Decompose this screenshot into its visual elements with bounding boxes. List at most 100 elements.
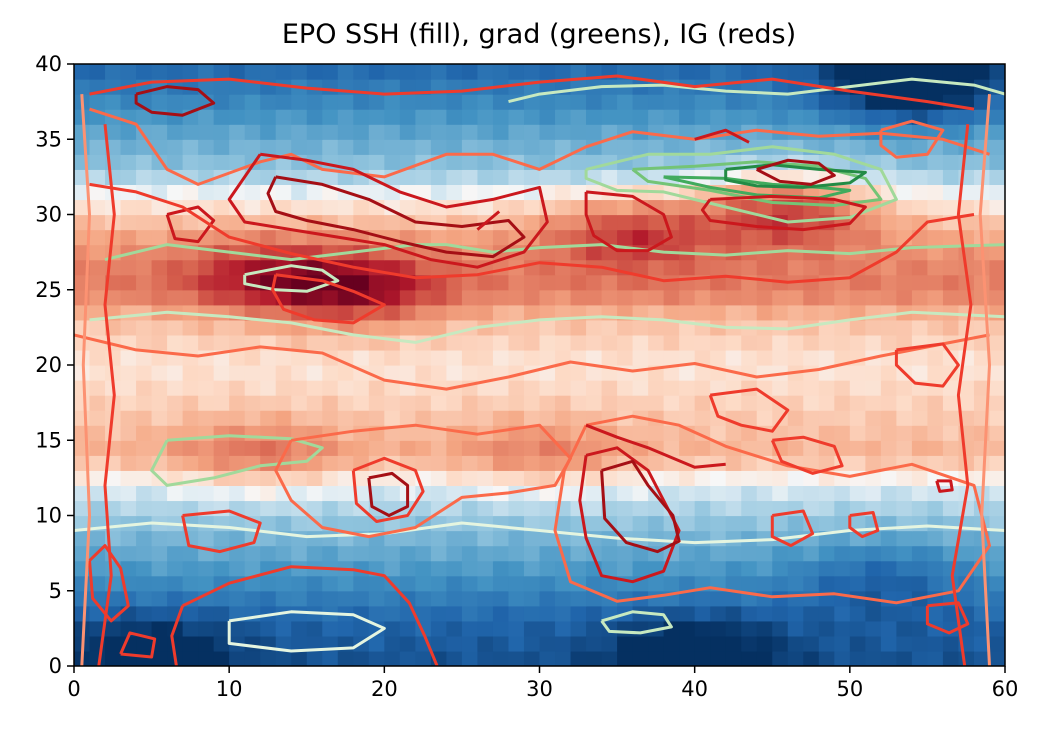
heatmap-cell bbox=[492, 94, 510, 110]
heatmap-cell bbox=[260, 590, 277, 607]
heatmap-cell bbox=[508, 199, 525, 216]
heatmap-cell bbox=[322, 380, 339, 396]
heatmap-cell bbox=[772, 635, 789, 652]
heatmap-cell bbox=[446, 289, 463, 306]
heatmap-cell bbox=[772, 289, 789, 306]
heatmap-cell bbox=[415, 169, 432, 185]
heatmap-cell bbox=[741, 485, 758, 502]
heatmap-cell bbox=[167, 590, 184, 607]
heatmap-cell bbox=[384, 620, 401, 637]
heatmap-cell bbox=[725, 94, 742, 110]
heatmap-cell bbox=[477, 349, 494, 366]
heatmap-cell bbox=[570, 259, 587, 276]
heatmap-cell bbox=[927, 319, 944, 336]
heatmap-cell bbox=[508, 440, 525, 456]
heatmap-cell bbox=[399, 620, 416, 637]
heatmap-cell bbox=[291, 470, 308, 486]
heatmap-cell bbox=[555, 319, 572, 336]
heatmap-cell bbox=[399, 319, 416, 336]
heatmap-cell bbox=[430, 184, 447, 201]
heatmap-cell bbox=[477, 455, 494, 471]
heatmap-cell bbox=[648, 650, 665, 666]
heatmap-cell bbox=[818, 349, 835, 366]
heatmap-cell bbox=[570, 184, 587, 201]
heatmap-cell bbox=[337, 410, 354, 426]
heatmap-cell bbox=[446, 410, 463, 426]
heatmap-cell bbox=[803, 199, 820, 216]
heatmap-cell bbox=[570, 334, 587, 351]
heatmap-cell bbox=[384, 605, 401, 622]
heatmap-cell bbox=[306, 530, 323, 547]
heatmap-cell bbox=[787, 620, 804, 637]
heatmap-cell bbox=[911, 620, 929, 637]
heatmap-cell bbox=[725, 650, 742, 666]
heatmap-cell bbox=[741, 635, 758, 652]
heatmap-cell bbox=[570, 214, 587, 231]
heatmap-cell bbox=[461, 304, 479, 321]
heatmap-cell bbox=[663, 109, 680, 125]
heatmap-cell bbox=[477, 500, 494, 517]
heatmap-cell bbox=[337, 395, 354, 411]
heatmap-cell bbox=[353, 440, 370, 456]
heatmap-cell bbox=[756, 635, 773, 652]
heatmap-cell bbox=[834, 289, 851, 306]
heatmap-cell bbox=[430, 109, 447, 125]
heatmap-cell bbox=[865, 319, 882, 336]
heatmap-cell bbox=[865, 650, 882, 666]
ig-contour bbox=[770, 435, 844, 475]
heatmap-cell bbox=[648, 259, 665, 276]
heatmap-cell bbox=[989, 229, 1005, 246]
heatmap-cell bbox=[539, 139, 556, 155]
heatmap-cell bbox=[508, 334, 525, 351]
heatmap-cell bbox=[368, 184, 385, 201]
heatmap-cell bbox=[663, 199, 680, 216]
heatmap-cell bbox=[818, 94, 835, 110]
heatmap-cell bbox=[136, 575, 153, 592]
heatmap-cell bbox=[570, 154, 587, 170]
heatmap-cell bbox=[539, 229, 556, 246]
heatmap-cell bbox=[213, 395, 230, 411]
heatmap-cell bbox=[229, 94, 246, 110]
heatmap-cell bbox=[430, 560, 447, 577]
heatmap-cell bbox=[291, 349, 308, 366]
heatmap-cell bbox=[741, 515, 758, 532]
heatmap-cell bbox=[523, 229, 541, 246]
heatmap-cell bbox=[570, 289, 587, 306]
heatmap-cell bbox=[632, 500, 649, 517]
heatmap-cell bbox=[198, 229, 215, 246]
heatmap-cell bbox=[461, 214, 479, 231]
heatmap-cell bbox=[756, 274, 773, 291]
heatmap-cell bbox=[353, 485, 370, 502]
heatmap-cell bbox=[880, 319, 897, 336]
heatmap-cell bbox=[182, 605, 199, 622]
heatmap-cell bbox=[834, 425, 851, 441]
heatmap-cell bbox=[570, 620, 587, 637]
heatmap-cell bbox=[508, 620, 525, 637]
heatmap-cell bbox=[89, 349, 106, 366]
heatmap-cell bbox=[617, 109, 634, 125]
heatmap-cell bbox=[523, 109, 541, 125]
x-tick-label: 0 bbox=[67, 677, 80, 701]
heatmap-cell bbox=[384, 259, 401, 276]
ig-contour bbox=[367, 471, 410, 517]
heatmap-cell bbox=[772, 380, 789, 396]
heatmap-cell bbox=[741, 650, 758, 666]
ig-contour bbox=[553, 414, 991, 605]
heatmap-cell bbox=[120, 365, 137, 381]
heatmap-cell bbox=[182, 79, 199, 95]
heatmap-cell bbox=[322, 244, 339, 261]
heatmap-cell bbox=[260, 380, 277, 396]
grad-contour bbox=[104, 243, 1005, 262]
ig-contour bbox=[978, 93, 991, 666]
heatmap-cell bbox=[849, 455, 866, 471]
heatmap-cell bbox=[865, 545, 882, 562]
heatmap-cell bbox=[213, 79, 230, 95]
heatmap-cell bbox=[306, 395, 323, 411]
ig-contour bbox=[80, 94, 91, 666]
heatmap-cell bbox=[182, 650, 199, 666]
heatmap-cell bbox=[632, 515, 649, 532]
heatmap-cell bbox=[291, 590, 308, 607]
heatmap-cell bbox=[648, 64, 665, 80]
heatmap-cell bbox=[818, 575, 835, 592]
heatmap-cell bbox=[182, 289, 199, 306]
